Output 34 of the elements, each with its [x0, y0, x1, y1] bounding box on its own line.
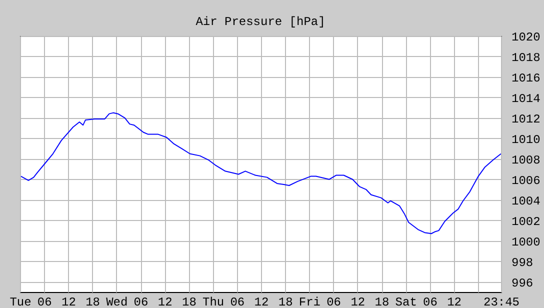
y-tick-label: 1002	[512, 214, 540, 229]
x-tick-label: 06	[326, 296, 342, 308]
x-tick-label: 18	[86, 296, 100, 308]
x-tick-label: 06	[423, 296, 438, 308]
y-tick-label: 1018	[512, 50, 540, 65]
x-tick-label: Tue	[10, 296, 32, 308]
x-tick-label: Wed	[106, 296, 128, 308]
y-tick-label: 1020	[512, 30, 540, 44]
chart-title: Air Pressure [hPa]	[196, 15, 326, 29]
y-tick-label: 998	[512, 256, 534, 270]
y-tick-label: 1012	[512, 112, 540, 126]
y-tick-label: 1006	[512, 174, 540, 188]
y-tick-label: 1000	[512, 235, 540, 250]
x-tick-label: 18	[374, 296, 390, 308]
x-tick-label: 12	[158, 296, 172, 308]
x-tick-label: 18	[278, 296, 293, 308]
y-tick-label: 996	[512, 276, 534, 290]
y-tick-label: 1014	[512, 92, 540, 106]
x-tick-label: 12	[61, 296, 76, 308]
y-tick-label: 1004	[512, 194, 540, 208]
x-tick-label: 06	[230, 296, 245, 308]
x-tick-label: Fri	[298, 296, 321, 308]
y-tick-label: 1008	[512, 153, 540, 168]
x-tick-label: Thu	[202, 296, 224, 308]
y-tick-label: 1016	[512, 71, 540, 86]
x-tick-label: Sat	[395, 296, 417, 308]
x-tick-label: 06	[134, 296, 148, 308]
x-tick-label: 18	[182, 296, 196, 308]
x-tick-label: 12	[447, 296, 462, 308]
x-tick-label: 12	[350, 296, 366, 308]
x-tick-label: 23:45	[483, 296, 520, 308]
x-tick-label: 12	[254, 296, 269, 308]
x-tick-label: 06	[37, 296, 52, 308]
y-tick-label: 1010	[512, 132, 540, 147]
